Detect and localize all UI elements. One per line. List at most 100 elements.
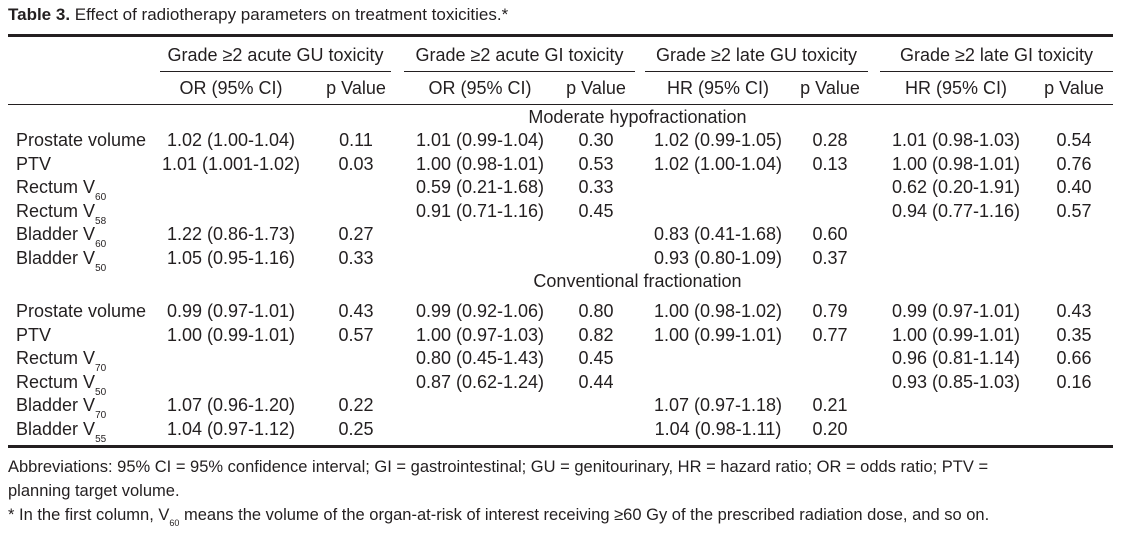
- table-cell: 1.00 (0.97-1.03): [415, 324, 545, 345]
- header-rule: [8, 104, 1113, 105]
- table-cell: 1.00 (0.99-1.01): [891, 324, 1021, 345]
- row-label-text: PTV: [16, 324, 52, 345]
- table-cell: 0.62 (0.20-1.91): [891, 177, 1021, 198]
- row-label: Bladder V55: [16, 418, 106, 445]
- table-cell: 1.01 (0.98-1.03): [891, 130, 1021, 150]
- row-label-text: Bladder V: [16, 248, 96, 268]
- row-label: Rectum V50: [16, 371, 106, 398]
- table-title: Effect of radiotherapy parameters on tre…: [74, 5, 509, 24]
- table-cell: 0.76: [1056, 153, 1092, 174]
- column-header: p Value: [800, 78, 860, 98]
- group-rule-4: [880, 71, 1113, 72]
- row-label-subscript: 50: [95, 263, 107, 274]
- column-group-header: Grade ≥2 acute GU toxicity: [167, 45, 384, 65]
- table-cell: 0.93 (0.85-1.03): [891, 371, 1021, 392]
- table-cell: 1.02 (1.00-1.04): [166, 130, 296, 150]
- table-cell: 1.04 (0.98-1.11): [654, 419, 782, 439]
- table-cell: 0.79: [812, 301, 848, 321]
- row-label-subscript: 60: [95, 239, 107, 251]
- table-cell: 1.22 (0.86-1.73): [166, 224, 296, 245]
- column-header: OR (95% CI): [428, 78, 532, 98]
- row-label: Prostate volume: [16, 300, 146, 322]
- row-label: Rectum V70: [16, 347, 106, 374]
- row-label-text: Bladder V: [16, 224, 96, 245]
- section-title: Moderate hypofractionation: [528, 107, 747, 127]
- table-cell: 0.11: [339, 130, 373, 150]
- table-cell: 0.03: [338, 153, 374, 174]
- table-cell: 0.25: [338, 419, 374, 439]
- table-cell: 0.43: [338, 301, 374, 321]
- table-cell: 0.33: [338, 248, 374, 268]
- footnote-subscript: 60: [169, 518, 180, 528]
- table-cell: 1.07 (0.96-1.20): [166, 395, 296, 416]
- section-title: Conventional fractionation: [533, 271, 742, 291]
- table-cell: 0.54: [1056, 130, 1092, 150]
- table-cell: 1.00 (0.98-1.01): [891, 153, 1021, 174]
- table-cell: 0.99 (0.92-1.06): [415, 301, 545, 321]
- table-cell: 0.53: [578, 153, 614, 174]
- bottom-rule: [8, 445, 1113, 448]
- column-group-header: Grade ≥2 late GI toxicity: [900, 45, 1093, 65]
- table-caption: Table 3. Effect of radiotherapy paramete…: [8, 5, 508, 25]
- table-cell: 0.77: [812, 324, 848, 345]
- table-cell: 0.80: [578, 301, 614, 321]
- table-cell: 0.30: [578, 130, 614, 150]
- table-cell: 0.57: [1056, 200, 1092, 221]
- column-header: p Value: [326, 78, 386, 98]
- table-cell: 0.99 (0.97-1.01): [166, 301, 296, 321]
- row-label-text: Rectum V: [16, 371, 96, 392]
- table-cell: 1.00 (0.99-1.01): [653, 324, 783, 345]
- top-rule: [8, 34, 1113, 37]
- table-cell: 0.82: [578, 324, 614, 345]
- table-cell: 0.43: [1056, 301, 1092, 321]
- footnote-asterisk: * In the first column, V60 means the vol…: [8, 506, 990, 528]
- row-label: Bladder V70: [16, 394, 106, 421]
- table-cell: 1.07 (0.97-1.18): [653, 395, 783, 416]
- table-cell: 1.02 (1.00-1.04): [653, 153, 783, 174]
- table-cell: 0.96 (0.81-1.14): [891, 348, 1021, 369]
- row-label: PTV: [16, 324, 51, 346]
- table-cell: 1.04 (0.97-1.12): [166, 419, 296, 439]
- table-cell: 1.01 (0.99-1.04): [415, 130, 545, 150]
- row-label-text: Bladder V: [16, 419, 96, 439]
- table-cell: 0.80 (0.45-1.43): [415, 348, 545, 369]
- footnote-post: means the volume of the organ-at-risk of…: [179, 506, 990, 524]
- group-rule-1: [160, 71, 391, 72]
- table-label: Table 3.: [8, 5, 71, 24]
- table-cell: 0.21: [812, 395, 848, 416]
- row-label-subscript: 70: [95, 363, 107, 375]
- group-rule-2: [404, 71, 635, 72]
- row-label: Rectum V58: [16, 200, 106, 227]
- row-label-text: Prostate volume: [16, 130, 147, 150]
- table-cell: 0.13: [812, 153, 848, 174]
- row-label-text: Prostate volume: [16, 301, 147, 321]
- row-label-text: Rectum V: [16, 200, 96, 221]
- table-cell: 1.01 (1.001-1.02): [161, 153, 301, 174]
- table-cell: 1.05 (0.95-1.16): [166, 248, 296, 268]
- column-header: p Value: [1044, 78, 1104, 98]
- table-cell: 0.33: [578, 177, 614, 198]
- table-cell: 0.83 (0.41-1.68): [653, 224, 783, 245]
- row-label-text: Rectum V: [16, 348, 96, 369]
- table-cell: 0.35: [1056, 324, 1092, 345]
- table-cell: 1.02 (0.99-1.05): [653, 130, 783, 150]
- row-label-text: PTV: [16, 153, 52, 174]
- table-cell: 0.37: [812, 248, 848, 268]
- table-cell: 0.87 (0.62-1.24): [415, 371, 545, 392]
- table-cell: 0.45: [578, 200, 614, 221]
- row-label: Bladder V60: [16, 223, 106, 250]
- table-cell: 1.00 (0.98-1.02): [653, 301, 783, 321]
- row-label-subscript: 55: [95, 434, 107, 445]
- row-label-subscript: 58: [95, 215, 107, 227]
- row-label: Bladder V50: [16, 247, 106, 274]
- table-cell: 0.44: [578, 371, 614, 392]
- abbreviations-line-2: planning target volume.: [8, 482, 180, 500]
- row-label: Prostate volume: [16, 129, 146, 151]
- row-label-subscript: 70: [95, 410, 107, 422]
- table-cell: 0.57: [338, 324, 374, 345]
- column-group-header: Grade ≥2 late GU toxicity: [656, 45, 857, 65]
- table-cell: 0.94 (0.77-1.16): [891, 200, 1021, 221]
- row-label-text: Rectum V: [16, 177, 96, 198]
- column-group-header: Grade ≥2 acute GI toxicity: [415, 45, 624, 65]
- row-label-subscript: 60: [95, 192, 107, 204]
